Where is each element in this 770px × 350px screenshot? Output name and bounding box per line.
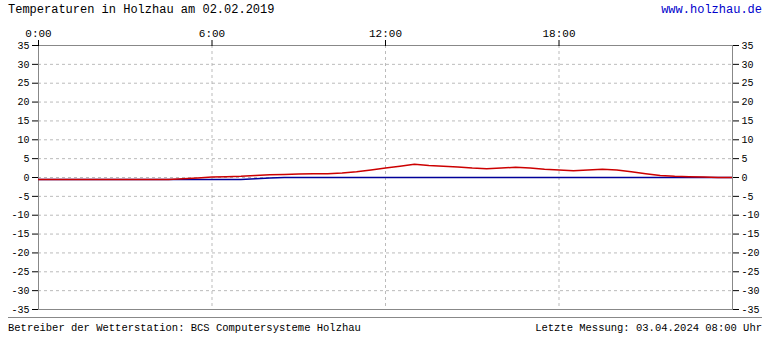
svg-text:-20: -20 xyxy=(742,248,760,259)
svg-text:-5: -5 xyxy=(17,192,29,203)
svg-text:-15: -15 xyxy=(11,229,29,240)
svg-text:35: 35 xyxy=(742,41,754,52)
html-text:Temperaturen in Holzhau am 02.: Temperaturen in Holzhau am 02.02.2019 xyxy=(8,3,275,17)
svg-text:-30: -30 xyxy=(11,286,29,297)
svg-text:-10: -10 xyxy=(11,210,29,221)
svg-text:0:00: 0:00 xyxy=(25,28,51,40)
svg-text:25: 25 xyxy=(742,78,754,89)
svg-text:30: 30 xyxy=(742,60,754,71)
svg-text:25: 25 xyxy=(17,78,29,89)
svg-text:6:00: 6:00 xyxy=(199,28,225,40)
svg-text:10: 10 xyxy=(742,135,754,146)
svg-text:-35: -35 xyxy=(11,305,29,316)
svg-text:5: 5 xyxy=(23,154,29,165)
svg-text:-20: -20 xyxy=(11,248,29,259)
svg-text:35: 35 xyxy=(17,41,29,52)
svg-text:10: 10 xyxy=(17,135,29,146)
svg-text:-25: -25 xyxy=(742,267,760,278)
svg-text:-5: -5 xyxy=(742,192,754,203)
svg-text:-30: -30 xyxy=(742,286,760,297)
svg-text:-10: -10 xyxy=(742,210,760,221)
svg-text:20: 20 xyxy=(742,97,754,108)
html-text:www.holzhau.de: www.holzhau.de xyxy=(661,3,762,17)
svg-text:5: 5 xyxy=(742,154,748,165)
svg-text:15: 15 xyxy=(742,116,754,127)
html-text:Betreiber der Wetterstation: B: Betreiber der Wetterstation: BCS Compute… xyxy=(8,322,361,334)
svg-text:-15: -15 xyxy=(742,229,760,240)
svg-text:12:00: 12:00 xyxy=(369,28,402,40)
svg-text:18:00: 18:00 xyxy=(542,28,575,40)
svg-text:0: 0 xyxy=(742,173,748,184)
svg-text:-35: -35 xyxy=(742,305,760,316)
html-text:Letzte Messung: 03.04.2024 08:: Letzte Messung: 03.04.2024 08:00 Uhr xyxy=(535,322,762,334)
svg-text:0: 0 xyxy=(23,173,29,184)
svg-text:-25: -25 xyxy=(11,267,29,278)
svg-text:30: 30 xyxy=(17,60,29,71)
svg-text:15: 15 xyxy=(17,116,29,127)
svg-text:20: 20 xyxy=(17,97,29,108)
